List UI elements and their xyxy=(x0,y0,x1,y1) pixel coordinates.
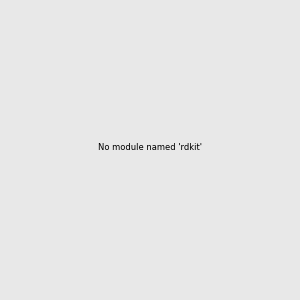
Text: No module named 'rdkit': No module named 'rdkit' xyxy=(98,143,202,152)
